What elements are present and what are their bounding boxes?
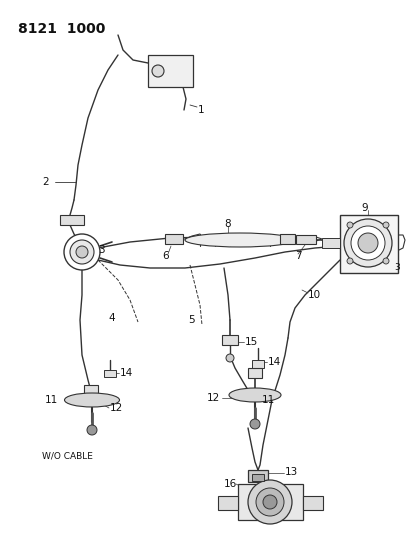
Text: 12: 12 <box>110 403 123 413</box>
Text: 6: 6 <box>162 251 169 261</box>
Text: 2: 2 <box>42 177 48 187</box>
Bar <box>252 360 264 368</box>
Circle shape <box>248 480 292 524</box>
Bar <box>60 215 84 225</box>
Text: 13: 13 <box>285 467 298 477</box>
Text: 9: 9 <box>362 203 368 213</box>
Bar <box>322 238 340 248</box>
Bar <box>148 55 193 87</box>
Bar <box>280 234 295 244</box>
Circle shape <box>76 246 88 258</box>
Circle shape <box>250 419 260 429</box>
Bar <box>218 496 238 510</box>
Circle shape <box>70 240 94 264</box>
Circle shape <box>344 219 392 267</box>
Text: 3: 3 <box>394 263 400 272</box>
Text: 1: 1 <box>198 105 205 115</box>
Text: 15: 15 <box>245 337 258 347</box>
Text: 16: 16 <box>224 479 237 489</box>
Bar <box>303 496 323 510</box>
Circle shape <box>347 222 353 228</box>
Circle shape <box>256 488 284 516</box>
Circle shape <box>263 495 277 509</box>
Text: 5: 5 <box>188 315 195 325</box>
Circle shape <box>383 222 389 228</box>
Bar <box>248 368 262 378</box>
Circle shape <box>351 226 385 260</box>
Bar <box>165 234 183 244</box>
Text: 10: 10 <box>308 290 321 300</box>
Ellipse shape <box>65 393 120 407</box>
Bar <box>340 215 398 273</box>
Circle shape <box>87 425 97 435</box>
Bar <box>248 470 268 482</box>
Text: 8121  1000: 8121 1000 <box>18 22 105 36</box>
Text: 14: 14 <box>268 357 281 367</box>
Circle shape <box>226 354 234 362</box>
Bar <box>252 474 264 481</box>
Text: 8: 8 <box>225 219 231 229</box>
Circle shape <box>358 233 378 253</box>
Text: 14: 14 <box>120 368 133 378</box>
Bar <box>222 335 238 345</box>
Text: 11: 11 <box>262 395 275 405</box>
Text: 3: 3 <box>98 245 105 255</box>
Text: 12: 12 <box>207 393 220 403</box>
Bar <box>104 370 116 377</box>
Circle shape <box>347 258 353 264</box>
Text: 11: 11 <box>45 395 58 405</box>
Bar <box>84 385 98 395</box>
Bar <box>238 484 303 520</box>
Bar <box>296 235 316 244</box>
Circle shape <box>383 258 389 264</box>
Ellipse shape <box>185 233 295 247</box>
Text: 4: 4 <box>108 313 115 323</box>
Circle shape <box>64 234 100 270</box>
Text: 7: 7 <box>295 251 302 261</box>
Ellipse shape <box>229 388 281 402</box>
Circle shape <box>152 65 164 77</box>
Text: W/O CABLE: W/O CABLE <box>42 451 93 461</box>
